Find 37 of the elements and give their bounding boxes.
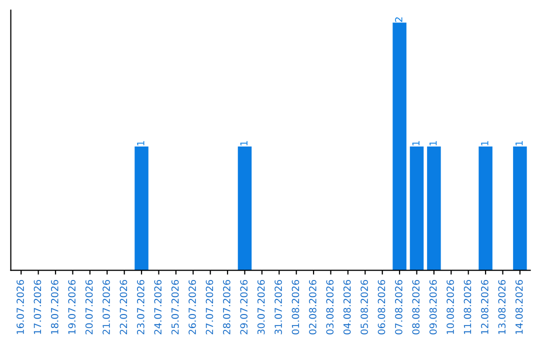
x-tick-label: 06.08.2026 [378,280,386,334]
x-tick-label: 29.07.2026 [240,280,248,334]
x-tick-label: 14.08.2026 [515,280,523,334]
x-tick-label: 21.07.2026 [102,280,110,334]
x-tick-label: 04.08.2026 [343,280,351,334]
x-tick-label: 28.07.2026 [223,280,230,334]
x-tick-label: 11.08.2026 [464,280,472,334]
x-tick-label: 03.08.2026 [326,280,334,334]
data-label: 1 [240,141,248,146]
x-tick-label: 13.08.2026 [498,280,506,334]
data-label: 1 [430,141,437,146]
x-tick-label: 02.08.2026 [309,280,316,334]
x-tick-label: 27.07.2026 [206,280,214,334]
x-tick-label: 24.07.2026 [154,280,162,334]
data-label: 2 [395,17,402,22]
x-tick-label: 05.08.2026 [360,280,368,334]
x-tick-label: 07.08.2026 [395,280,402,334]
data-label: 1 [137,141,144,146]
x-tick-label: 12.08.2026 [481,280,488,334]
x-tick-label: 08.08.2026 [412,280,420,334]
x-tick-label: 09.08.2026 [429,280,437,334]
x-tick-label: 31.07.2026 [274,280,282,334]
x-tick-label: 30.07.2026 [257,280,265,334]
data-label: 1 [516,141,523,146]
data-label: 1 [412,141,420,146]
x-tick-label: 17.07.2026 [34,280,42,334]
x-tick-label: 10.08.2026 [446,280,454,334]
x-tick-label: 16.07.2026 [16,280,24,334]
x-tick-label: 20.07.2026 [85,280,93,334]
x-tick-label: 19.07.2026 [68,280,76,334]
x-tick-label: 01.08.2026 [292,280,300,334]
x-tick-label: 18.07.2026 [50,280,58,334]
x-tick-label: 25.07.2026 [171,280,179,334]
x-tick-label: 23.07.2026 [136,280,144,334]
data-label: 1 [481,141,488,146]
x-tick-label: 22.07.2026 [120,280,128,334]
x-tick-label: 26.07.2026 [188,280,196,334]
